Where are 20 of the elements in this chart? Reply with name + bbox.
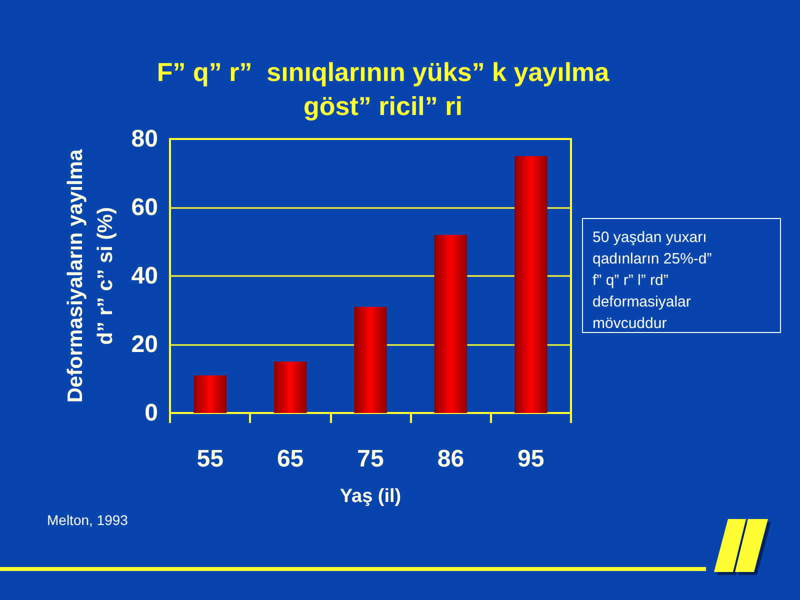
chart-title: F” q” r” sınıqlarının yüks” k yayılma göst” ricil” ri <box>156 57 610 121</box>
x-tick-label: 75 <box>357 446 384 472</box>
x-tick-label: 55 <box>196 446 224 472</box>
x-tick-label: 65 <box>276 446 304 472</box>
y-tick-label: 0 <box>144 400 158 426</box>
bar <box>514 156 548 413</box>
bar <box>354 306 387 413</box>
bar <box>434 234 468 413</box>
x-tick-label: 95 <box>518 446 544 472</box>
y-tick-label: 60 <box>131 194 158 221</box>
y-tick-label: 20 <box>131 331 158 358</box>
bar <box>194 375 227 413</box>
y-tick-label: 40 <box>131 262 158 290</box>
text: 50 yaşdan yuxarı qadınların 25%-d” f” q” r” l” rd” deformasiyalar mövcuddur <box>592 228 712 332</box>
x-tick-label: 86 <box>437 446 464 472</box>
text: Melton, 1993 <box>47 512 128 528</box>
bar <box>274 362 307 413</box>
y-tick-label: 80 <box>131 126 158 152</box>
y-axis-title: Deformasiyaların yayılma d” r” c” si (%) <box>64 149 117 403</box>
x-axis-title: Yaş (il) <box>340 486 402 507</box>
